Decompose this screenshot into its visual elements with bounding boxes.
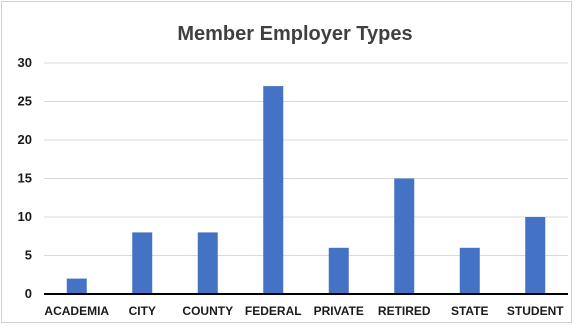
x-tick-label: CITY — [129, 304, 156, 318]
x-axis-ticks: ACADEMIA CITY COUNTY FEDERAL PRIVATE RETIRED S… — [44, 304, 564, 318]
bar-county — [197, 232, 218, 294]
x-tick-label: RETIRED — [378, 304, 431, 318]
bar-state — [459, 247, 480, 294]
bar-retired — [394, 178, 415, 294]
bar-private — [328, 247, 349, 294]
bar-academia — [66, 278, 87, 294]
y-tick-label: 30 — [18, 55, 32, 70]
x-tick-label: ACADEMIA — [44, 304, 109, 318]
y-tick-label: 15 — [18, 171, 32, 186]
y-tick-label: 20 — [18, 132, 32, 147]
x-tick-label: STATE — [451, 304, 489, 318]
y-axis-ticks: 0 5 10 15 20 25 30 — [18, 55, 32, 301]
bar-federal — [263, 86, 284, 294]
x-tick-label: PRIVATE — [314, 304, 364, 318]
y-tick-label: 25 — [18, 94, 32, 109]
x-tick-label: FEDERAL — [245, 304, 302, 318]
x-tick-label: STUDENT — [507, 304, 564, 318]
bar-city — [132, 232, 153, 294]
x-tick-label: COUNTY — [182, 304, 233, 318]
y-tick-label: 0 — [25, 286, 32, 301]
bars — [66, 86, 546, 294]
chart-title: Member Employer Types — [177, 23, 412, 45]
gridlines — [44, 62, 568, 256]
y-tick-label: 5 — [25, 248, 32, 263]
bar-student — [525, 217, 546, 294]
y-tick-label: 10 — [18, 209, 32, 224]
